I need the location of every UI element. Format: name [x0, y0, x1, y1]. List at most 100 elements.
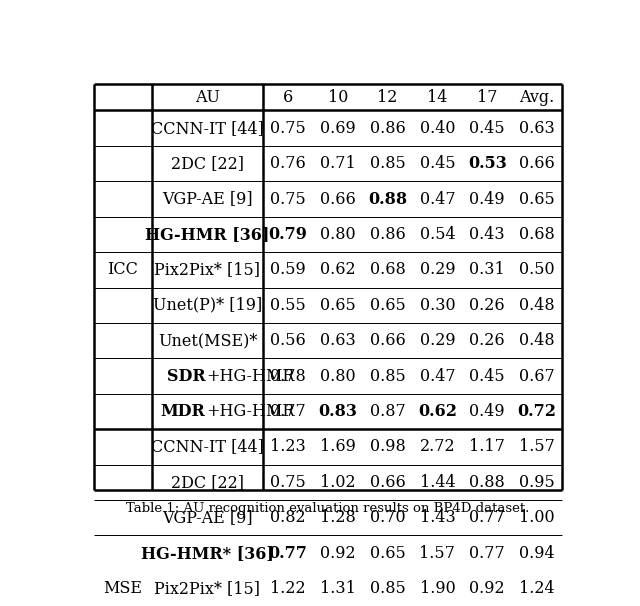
- Text: CCNN-IT [44]: CCNN-IT [44]: [151, 119, 264, 137]
- Text: 0.45: 0.45: [470, 368, 505, 385]
- Text: 0.68: 0.68: [519, 226, 555, 243]
- Text: 2DC [22]: 2DC [22]: [171, 474, 244, 491]
- Text: 0.87: 0.87: [370, 403, 405, 420]
- Text: AU: AU: [195, 89, 220, 106]
- Text: 12: 12: [378, 89, 397, 106]
- Text: 0.63: 0.63: [320, 332, 356, 349]
- Text: 1.28: 1.28: [320, 509, 356, 526]
- Text: 0.83: 0.83: [318, 403, 357, 420]
- Text: 1.31: 1.31: [320, 580, 356, 597]
- Text: 1.24: 1.24: [519, 580, 555, 597]
- Text: 1.69: 1.69: [320, 438, 356, 456]
- Text: 0.45: 0.45: [420, 155, 455, 172]
- Text: 0.88: 0.88: [469, 474, 505, 491]
- Text: +HG-HMR: +HG-HMR: [207, 403, 295, 420]
- Text: 0.79: 0.79: [268, 226, 307, 243]
- Text: CCNN-IT [44]: CCNN-IT [44]: [151, 438, 264, 456]
- Text: +HG-HMR: +HG-HMR: [207, 368, 295, 385]
- Text: 0.86: 0.86: [370, 226, 405, 243]
- Text: 0.77: 0.77: [270, 403, 306, 420]
- Text: Pix2Pix* [15]: Pix2Pix* [15]: [154, 580, 260, 597]
- Text: 0.75: 0.75: [270, 190, 306, 207]
- Text: 0.85: 0.85: [370, 368, 405, 385]
- Text: 0.59: 0.59: [270, 261, 306, 278]
- Text: 0.26: 0.26: [470, 297, 505, 314]
- Text: 0.85: 0.85: [370, 155, 405, 172]
- Text: 14: 14: [428, 89, 447, 106]
- Text: 0.54: 0.54: [420, 226, 455, 243]
- Text: 0.67: 0.67: [519, 368, 555, 385]
- Text: 0.49: 0.49: [470, 190, 505, 207]
- Text: 0.75: 0.75: [270, 119, 306, 137]
- Text: 6: 6: [283, 89, 293, 106]
- Text: 0.48: 0.48: [519, 332, 555, 349]
- Text: 1.22: 1.22: [270, 580, 306, 597]
- Text: 0.65: 0.65: [320, 297, 356, 314]
- Text: 0.56: 0.56: [270, 332, 306, 349]
- Text: SDR: SDR: [166, 368, 205, 385]
- Text: HG-HMR* [36]: HG-HMR* [36]: [141, 545, 274, 562]
- Text: 1.00: 1.00: [519, 509, 555, 526]
- Text: 1.90: 1.90: [420, 580, 455, 597]
- Text: 0.66: 0.66: [320, 190, 356, 207]
- Text: 0.49: 0.49: [470, 403, 505, 420]
- Text: 0.50: 0.50: [519, 261, 555, 278]
- Text: MSE: MSE: [104, 580, 143, 597]
- Text: 0.62: 0.62: [320, 261, 355, 278]
- Text: 0.65: 0.65: [370, 297, 405, 314]
- Text: 0.53: 0.53: [468, 155, 507, 172]
- Text: 0.75: 0.75: [270, 474, 306, 491]
- Text: 2DC [22]: 2DC [22]: [171, 155, 244, 172]
- Text: 0.80: 0.80: [320, 226, 355, 243]
- Text: HG-HMR [36]: HG-HMR [36]: [145, 226, 269, 243]
- Text: 1.43: 1.43: [420, 509, 455, 526]
- Text: 0.63: 0.63: [519, 119, 555, 137]
- Text: 10: 10: [328, 89, 348, 106]
- Text: 0.66: 0.66: [370, 474, 405, 491]
- Text: 2.72: 2.72: [420, 438, 455, 456]
- Text: 1.44: 1.44: [420, 474, 455, 491]
- Text: 0.70: 0.70: [370, 509, 405, 526]
- Text: 0.85: 0.85: [370, 580, 405, 597]
- Text: 0.43: 0.43: [470, 226, 505, 243]
- Text: 0.77: 0.77: [268, 545, 307, 562]
- Text: 0.30: 0.30: [420, 297, 455, 314]
- Text: 0.94: 0.94: [519, 545, 555, 562]
- Text: 0.88: 0.88: [368, 190, 407, 207]
- Text: ICC: ICC: [108, 261, 138, 278]
- Text: 0.71: 0.71: [320, 155, 356, 172]
- Text: 0.31: 0.31: [469, 261, 505, 278]
- Text: 1.02: 1.02: [320, 474, 355, 491]
- Text: 0.26: 0.26: [470, 332, 505, 349]
- Text: 0.98: 0.98: [370, 438, 405, 456]
- Text: 0.86: 0.86: [370, 119, 405, 137]
- Text: Pix2Pix* [15]: Pix2Pix* [15]: [154, 261, 260, 278]
- Text: 0.66: 0.66: [370, 332, 405, 349]
- Text: 0.82: 0.82: [270, 509, 306, 526]
- Text: 0.80: 0.80: [320, 368, 355, 385]
- Text: 0.40: 0.40: [420, 119, 455, 137]
- Text: 1.57: 1.57: [419, 545, 455, 562]
- Text: 1.23: 1.23: [270, 438, 306, 456]
- Text: 0.66: 0.66: [519, 155, 555, 172]
- Text: 0.76: 0.76: [270, 155, 306, 172]
- Text: 0.47: 0.47: [420, 190, 455, 207]
- Text: 0.62: 0.62: [418, 403, 457, 420]
- Text: 0.47: 0.47: [420, 368, 455, 385]
- Text: 0.65: 0.65: [370, 545, 405, 562]
- Text: 0.77: 0.77: [469, 545, 505, 562]
- Text: 0.92: 0.92: [320, 545, 355, 562]
- Text: VGP-AE [9]: VGP-AE [9]: [162, 190, 253, 207]
- Text: 0.29: 0.29: [420, 332, 455, 349]
- Text: VGP-AE [9]: VGP-AE [9]: [162, 509, 253, 526]
- Text: 0.69: 0.69: [320, 119, 356, 137]
- Text: Unet(P)* [19]: Unet(P)* [19]: [153, 297, 262, 314]
- Text: Avg.: Avg.: [520, 89, 555, 106]
- Text: 0.92: 0.92: [470, 580, 505, 597]
- Text: 0.78: 0.78: [270, 368, 306, 385]
- Text: 0.77: 0.77: [469, 509, 505, 526]
- Text: 1.17: 1.17: [469, 438, 505, 456]
- Text: 17: 17: [477, 89, 497, 106]
- Text: Unet(MSE)*: Unet(MSE)*: [158, 332, 257, 349]
- Text: 0.65: 0.65: [519, 190, 555, 207]
